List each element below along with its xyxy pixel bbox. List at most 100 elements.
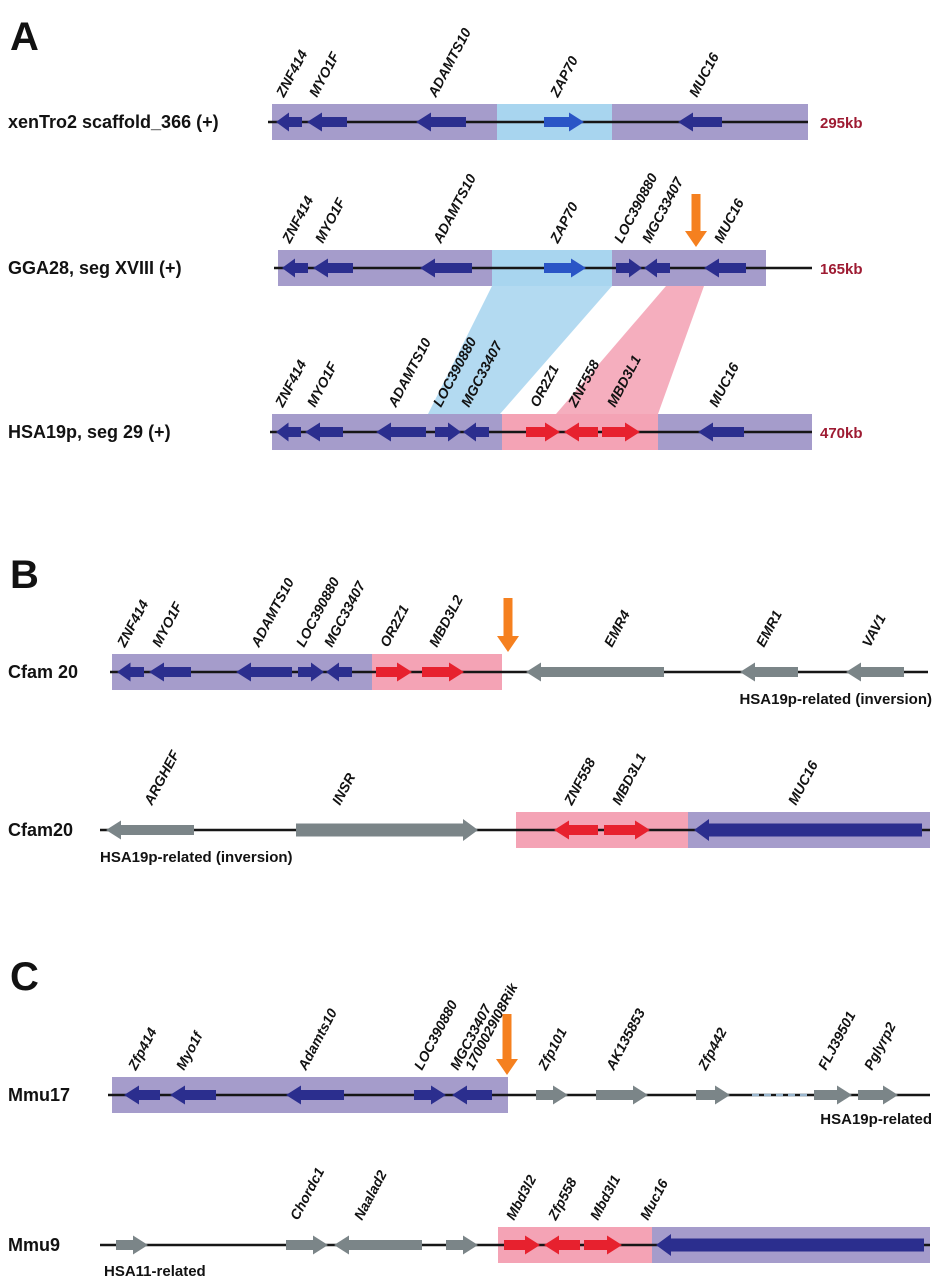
gene-arrow-vav1 <box>846 662 904 682</box>
gene-arrow-or2z1 <box>526 422 560 442</box>
gene-label: ZNF558 <box>560 755 598 808</box>
gene-arrow <box>116 1235 148 1255</box>
gene-arrow-zap70 <box>544 258 586 278</box>
gene-label: ADAMTS10 <box>429 171 479 246</box>
gene-label: Chordc1 <box>287 1165 328 1223</box>
gene-arrow-mbd3l2 <box>504 1235 540 1255</box>
gene-arrow-naalad2 <box>334 1235 422 1255</box>
gene-arrow-myo1f <box>313 258 353 278</box>
gene-arrow-ak135853 <box>596 1085 648 1105</box>
gene-arrow-mgc33407 <box>644 258 670 278</box>
gene-arrow-muc16 <box>698 422 744 442</box>
gene-label: MYO1F <box>306 49 343 99</box>
gene-arrow-muc16 <box>704 258 746 278</box>
insertion-point-arrow <box>496 1014 518 1075</box>
row-label: Mmu17 <box>8 1085 70 1105</box>
gene-arrow-znf414 <box>276 112 302 132</box>
gene-label: Muc16 <box>637 1176 672 1222</box>
gene-label: MYO1F <box>304 359 341 409</box>
size-label: 165kb <box>820 261 863 278</box>
gene-arrow-adamts10 <box>236 662 292 682</box>
gene-label: EMR1 <box>753 607 785 649</box>
gene-arrow-emr4 <box>526 662 664 682</box>
gene-label: AK135853 <box>602 1006 648 1074</box>
gene-label: OR2Z1 <box>377 602 412 650</box>
gene-label: EMR4 <box>601 607 633 649</box>
gene-arrow-myo1f <box>305 422 343 442</box>
gene-arrow-adamts10 <box>420 258 472 278</box>
gene-label: Adamts10 <box>294 1006 340 1074</box>
mbd3l-insertion-connector <box>556 286 704 414</box>
gene-label: VAV1 <box>859 611 889 649</box>
gene-arrow-adamts10 <box>286 1085 344 1105</box>
gene-arrow-myo1f <box>170 1085 216 1105</box>
gene-arrow-znf414 <box>282 258 308 278</box>
gene-arrow-myo1f <box>307 112 347 132</box>
gene-arrow-arghef <box>106 820 194 840</box>
gene-arrow-znf414 <box>117 662 144 682</box>
gene-arrow-mgc33407 <box>326 662 352 682</box>
gene-arrow-mbd3l1 <box>584 1235 622 1255</box>
gene-arrow-mbd3l1 <box>604 820 650 840</box>
gene-arrow-znf558 <box>554 820 598 840</box>
gene-arrow-flj39501 <box>814 1085 852 1105</box>
gene-arrow-emr1 <box>740 662 798 682</box>
note-label: HSA19p-related (inversion) <box>100 849 293 866</box>
note-label: HSA19p-related (inversion) <box>739 691 932 708</box>
insertion-point-arrow <box>685 194 707 247</box>
gene-arrow-zfp442 <box>696 1085 730 1105</box>
gene-arrow-muc16 <box>678 112 722 132</box>
gene-arrow-znf414 <box>276 422 301 442</box>
row-label: Mmu9 <box>8 1235 60 1255</box>
gene-arrow-or2z1 <box>376 662 412 682</box>
gene-arrow-myo1f <box>149 662 191 682</box>
gene-label: Mbd3l2 <box>503 1172 540 1222</box>
gene-label: MUC16 <box>686 50 723 100</box>
gene-label: Naalad2 <box>351 1167 390 1222</box>
gene-arrow-mbd3l1 <box>602 422 640 442</box>
gene-arrow-loc390880 <box>298 662 324 682</box>
gene-label: Zfp558 <box>544 1175 580 1223</box>
gene-label: MBD3L1 <box>609 750 650 807</box>
gene-arrow-zap70 <box>544 112 584 132</box>
panel-letter-A: A <box>10 15 39 59</box>
gene-label: MYO1F <box>312 195 349 245</box>
zap70-deletion-connector <box>428 286 612 414</box>
gene-label: Mbd3l1 <box>587 1172 624 1222</box>
gene-label: MUC16 <box>711 196 748 246</box>
gene-arrow-znf558 <box>564 422 598 442</box>
gene-label: INSR <box>329 770 359 808</box>
gene-arrow-mgc33407 <box>452 1085 492 1105</box>
gene-arrow-muc16 <box>694 819 922 841</box>
size-label: 295kb <box>820 115 863 132</box>
gene-label: MUC16 <box>785 758 822 808</box>
insertion-point-arrow <box>497 598 519 652</box>
row-label: GGA28, seg XVIII (+) <box>8 258 182 278</box>
row-label: Cfam 20 <box>8 662 78 682</box>
gene-arrow-loc390880 <box>414 1085 446 1105</box>
gene-label: ZAP70 <box>546 53 581 100</box>
gene-arrow-loc390880 <box>616 258 642 278</box>
gene-label: MYO1F <box>149 599 186 649</box>
gene-arrow-chordc1 <box>286 1235 328 1255</box>
gene-label: ADAMTS10 <box>247 575 297 650</box>
gene-label: Zfp101 <box>534 1025 570 1073</box>
gene-label: Myo1f <box>173 1028 207 1072</box>
gene-label: MBD3L2 <box>426 592 467 649</box>
gene-label: ADAMTS10 <box>384 335 434 410</box>
gene-arrow-mbd3l2 <box>422 662 464 682</box>
gene-label: ADAMTS10 <box>424 25 474 100</box>
gene-arrow-zfp414 <box>124 1085 160 1105</box>
row-label: xenTro2 scaffold_366 (+) <box>8 112 219 132</box>
note-label: HSA11-related <box>104 1263 206 1280</box>
gene-arrow-mgc33407 <box>463 422 489 442</box>
gene-arrow-zfp101 <box>536 1085 568 1105</box>
gene-arrow-zfp558 <box>544 1235 580 1255</box>
gene-arrow-muc16 <box>656 1234 924 1256</box>
gene-label: Zfp442 <box>694 1025 730 1073</box>
panel-letter-C: C <box>10 955 39 999</box>
note-label: HSA19p-related <box>820 1111 932 1128</box>
size-label: 470kb <box>820 425 863 442</box>
